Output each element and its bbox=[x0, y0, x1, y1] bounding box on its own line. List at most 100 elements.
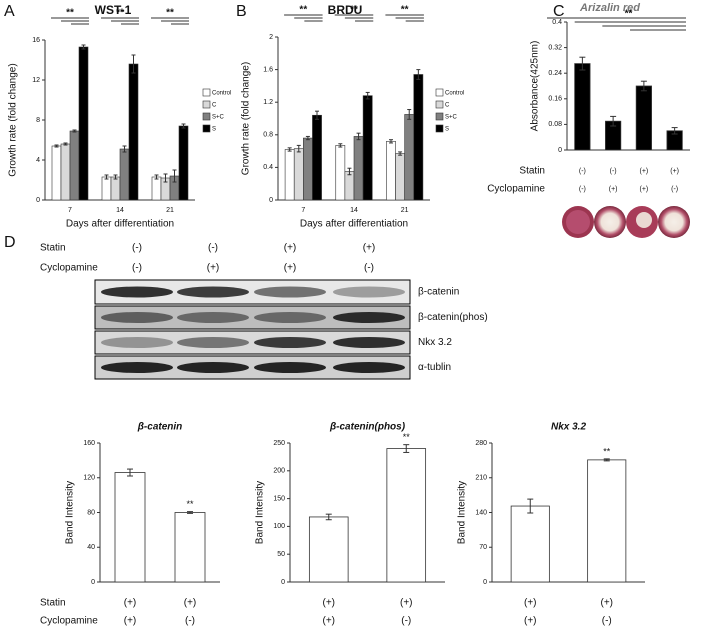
significance-label: ** bbox=[299, 5, 307, 16]
treatment-label: (-) bbox=[602, 616, 612, 627]
y-axis-label: Growth rate (fold change) bbox=[8, 63, 19, 176]
significance-label: ** bbox=[116, 8, 124, 19]
y-tick-label: 50 bbox=[277, 551, 285, 558]
chart-title: β-catenin(phos) bbox=[329, 422, 406, 433]
x-tick-label: 7 bbox=[301, 207, 305, 214]
treatment-label: (-) bbox=[364, 263, 374, 274]
bar bbox=[344, 171, 355, 201]
bar bbox=[308, 516, 349, 583]
significance-label: ** bbox=[186, 499, 194, 509]
treatment-name: Statin bbox=[40, 243, 66, 254]
y-tick-label: 2 bbox=[269, 34, 273, 41]
legend-label: Control bbox=[445, 91, 464, 97]
bar bbox=[413, 74, 424, 201]
significance-label: ** bbox=[603, 446, 611, 456]
treatment-name: Cyclopamine bbox=[487, 184, 545, 195]
x-tick-label: 21 bbox=[401, 207, 409, 214]
treatment-label: (-) bbox=[579, 186, 586, 193]
panel-letter: D bbox=[4, 234, 16, 251]
blot-band bbox=[177, 312, 249, 323]
legend-label: C bbox=[445, 103, 450, 109]
y-tick-label: 0 bbox=[281, 579, 285, 586]
blot-band bbox=[254, 362, 326, 373]
blot-band bbox=[254, 312, 326, 323]
bar bbox=[635, 85, 652, 151]
treatment-name: Cyclopamine bbox=[40, 263, 98, 274]
panel-letter: A bbox=[4, 3, 15, 20]
bar bbox=[60, 143, 71, 201]
bar bbox=[119, 148, 130, 201]
bar bbox=[335, 145, 346, 201]
legend-label: S bbox=[445, 127, 449, 133]
treatment-label: (+) bbox=[184, 598, 197, 609]
y-tick-label: 250 bbox=[273, 440, 285, 447]
treatment-label: (+) bbox=[284, 263, 297, 274]
x-tick-label: 14 bbox=[116, 207, 124, 214]
bar bbox=[312, 114, 322, 201]
treatment-label: (+) bbox=[640, 168, 649, 175]
panel-letter: B bbox=[236, 3, 247, 20]
y-tick-label: 0.08 bbox=[548, 121, 562, 128]
treatment-label: (+) bbox=[609, 186, 618, 193]
y-tick-label: 0.24 bbox=[548, 70, 562, 77]
panel-letter: C bbox=[553, 3, 565, 20]
y-tick-label: 8 bbox=[36, 117, 40, 124]
legend-swatch bbox=[202, 112, 211, 121]
blot-band bbox=[333, 286, 405, 298]
y-tick-label: 150 bbox=[273, 495, 285, 502]
x-tick-label: 14 bbox=[350, 207, 358, 214]
y-tick-label: 16 bbox=[32, 37, 40, 44]
treatment-label: (+) bbox=[400, 598, 413, 609]
y-tick-label: 0 bbox=[269, 197, 273, 204]
y-axis-label: Growth rate (fold change) bbox=[241, 62, 252, 175]
y-tick-label: 0.32 bbox=[548, 44, 562, 51]
band-label: Nkx 3.2 bbox=[418, 337, 452, 348]
chart-title: Nkx 3.2 bbox=[551, 422, 586, 433]
y-axis-label: Band Intensity bbox=[65, 481, 76, 544]
legend-label: S+C bbox=[445, 115, 458, 121]
bar bbox=[386, 141, 396, 201]
y-tick-label: 100 bbox=[273, 523, 285, 530]
bar bbox=[114, 472, 146, 583]
y-tick-label: 80 bbox=[87, 509, 95, 516]
treatment-label: (-) bbox=[579, 168, 586, 175]
bar bbox=[510, 505, 550, 583]
bar bbox=[587, 459, 627, 583]
blot-band bbox=[101, 286, 173, 298]
y-tick-label: 1.6 bbox=[263, 66, 273, 73]
y-tick-label: 4 bbox=[36, 157, 40, 164]
treatment-label: (+) bbox=[670, 168, 679, 175]
significance-label: ** bbox=[625, 9, 633, 20]
treatment-label: (-) bbox=[671, 186, 678, 193]
blot-band bbox=[101, 312, 173, 323]
bar bbox=[110, 176, 121, 201]
legend-swatch bbox=[202, 100, 211, 109]
x-axis-label: Days after differentiation bbox=[66, 219, 174, 230]
y-tick-label: 280 bbox=[475, 440, 487, 447]
treatment-label: (+) bbox=[601, 598, 614, 609]
blot-band bbox=[101, 337, 173, 348]
treatment-label: (-) bbox=[185, 616, 195, 627]
y-tick-label: 0.4 bbox=[552, 19, 562, 26]
legend-swatch bbox=[435, 124, 444, 133]
blot-band bbox=[177, 337, 249, 348]
treatment-label: (+) bbox=[640, 186, 649, 193]
treatment-label: (+) bbox=[207, 263, 220, 274]
blot-band bbox=[254, 337, 326, 348]
y-tick-label: 120 bbox=[83, 475, 95, 482]
significance-label: ** bbox=[166, 8, 174, 19]
treatment-label: (+) bbox=[524, 598, 537, 609]
blot-band bbox=[101, 362, 173, 373]
bar bbox=[303, 137, 313, 201]
treatment-label: (+) bbox=[524, 616, 537, 627]
treatment-label: (+) bbox=[284, 243, 297, 254]
y-axis-label: Band Intensity bbox=[255, 481, 266, 544]
blot-band bbox=[333, 362, 405, 373]
y-tick-label: 1.2 bbox=[263, 99, 273, 106]
legend-label: S+C bbox=[212, 115, 225, 121]
bar bbox=[151, 176, 162, 201]
legend-swatch bbox=[435, 112, 444, 121]
y-axis-label: Absorbance(425nm) bbox=[530, 41, 541, 132]
band-label: β-catenin(phos) bbox=[418, 312, 488, 323]
